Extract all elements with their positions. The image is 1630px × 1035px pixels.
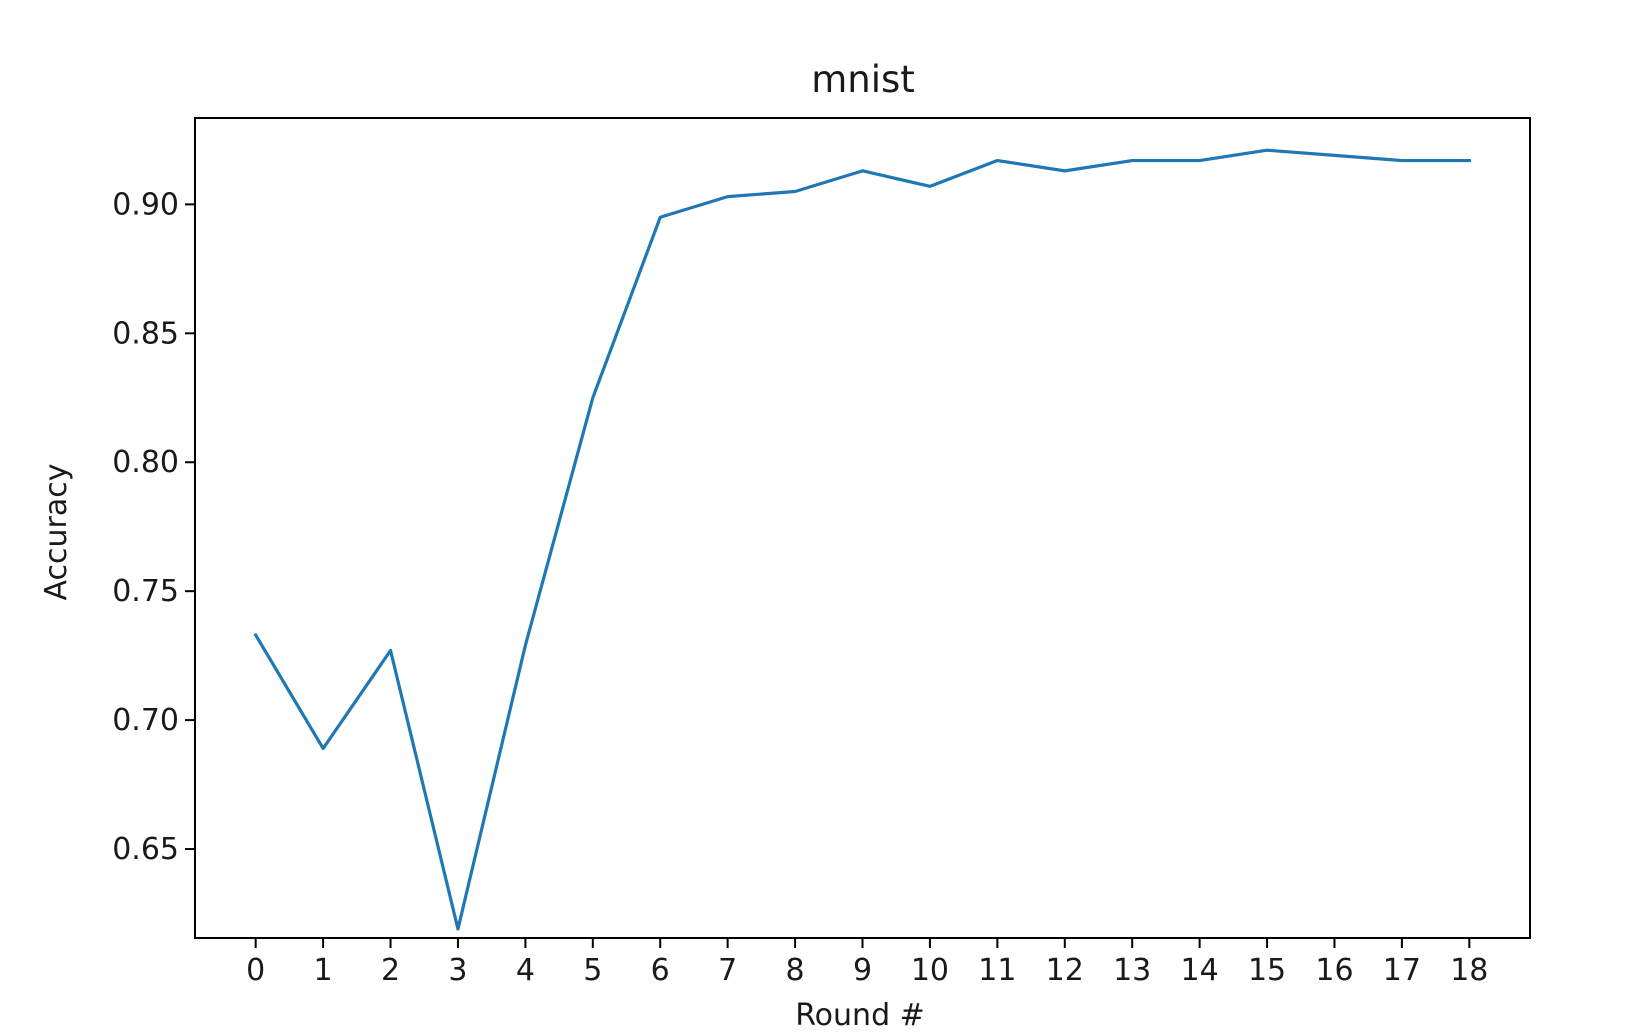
x-tick-label: 3 xyxy=(448,953,467,988)
x-tick-label: 5 xyxy=(583,953,602,988)
y-axis-label: Accuracy xyxy=(39,464,74,601)
x-axis: 0 1 2 3 4 5 6 7 8 9 10 11 12 13 14 15 16 17 18 xyxy=(246,938,1488,988)
x-tick-label: 16 xyxy=(1315,953,1353,988)
x-tick-label: 4 xyxy=(516,953,535,988)
y-tick-label: 0.85 xyxy=(112,316,179,351)
y-tick-label: 0.90 xyxy=(112,187,179,222)
x-tick-label: 7 xyxy=(718,953,737,988)
x-tick-label: 1 xyxy=(314,953,333,988)
x-tick-label: 12 xyxy=(1046,953,1084,988)
y-tick-label: 0.75 xyxy=(112,574,179,609)
x-tick-label: 2 xyxy=(381,953,400,988)
series-layer xyxy=(253,148,1471,931)
x-tick-label: 9 xyxy=(853,953,872,988)
series-line xyxy=(253,148,1471,931)
x-axis-label: Round # xyxy=(795,998,925,1033)
x-tick-label: 10 xyxy=(911,953,949,988)
x-tick-label: 14 xyxy=(1181,953,1219,988)
x-tick-label: 8 xyxy=(786,953,805,988)
x-tick-label: 18 xyxy=(1450,953,1488,988)
x-tick-label: 6 xyxy=(651,953,670,988)
y-tick-label: 0.65 xyxy=(112,832,179,867)
chart-title: mnist xyxy=(811,58,915,101)
x-tick-label: 13 xyxy=(1113,953,1151,988)
x-tick-label: 0 xyxy=(246,953,265,988)
x-tick-label: 11 xyxy=(978,953,1016,988)
y-tick-label: 0.80 xyxy=(112,445,179,480)
y-axis: 0.65 0.70 0.75 0.80 0.85 0.90 xyxy=(112,187,195,867)
plot-frame xyxy=(194,117,1531,939)
y-tick-label: 0.70 xyxy=(112,703,179,738)
x-tick-label: 15 xyxy=(1248,953,1286,988)
x-tick-label: 17 xyxy=(1383,953,1421,988)
